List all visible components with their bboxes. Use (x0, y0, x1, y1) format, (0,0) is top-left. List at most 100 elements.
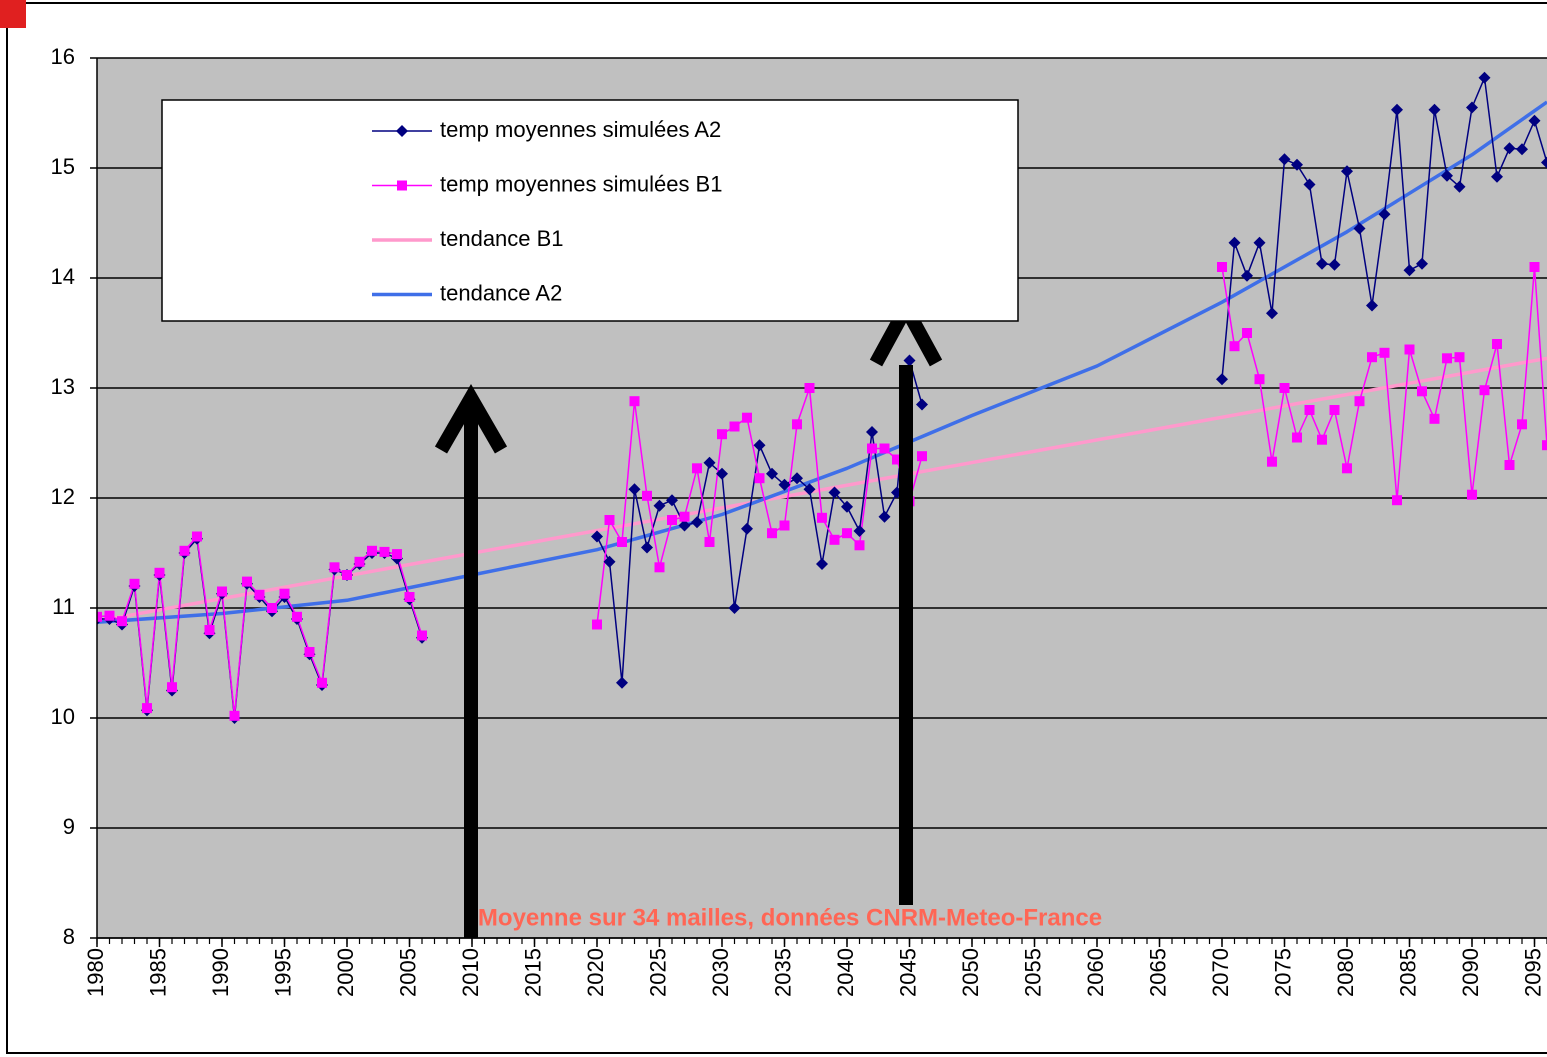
marker (267, 603, 277, 613)
marker (916, 398, 928, 411)
marker (304, 647, 315, 657)
x-tick-label: 2005 (395, 948, 420, 997)
marker (692, 463, 702, 474)
marker (1404, 344, 1415, 355)
marker (1529, 262, 1540, 272)
x-tick-label: 2055 (1020, 948, 1045, 997)
marker (279, 588, 290, 599)
marker (1378, 208, 1391, 221)
marker (117, 616, 127, 627)
marker (1229, 341, 1240, 352)
marker (704, 537, 715, 547)
marker (654, 562, 665, 573)
marker (604, 515, 615, 525)
x-tick-label: 2015 (520, 948, 545, 997)
corner-mark (0, 0, 26, 28)
marker (753, 439, 766, 452)
x-tick-label: 2025 (645, 948, 670, 997)
y-tick-label: 9 (63, 814, 75, 839)
marker (653, 499, 666, 512)
marker (616, 676, 628, 689)
marker (1253, 236, 1266, 249)
marker (167, 682, 177, 693)
marker (404, 592, 415, 602)
legend-label: temp moyennes simulées A2 (440, 117, 721, 142)
marker (1467, 489, 1477, 500)
x-tick-label: 1980 (83, 948, 108, 997)
marker (1466, 101, 1478, 114)
marker (792, 419, 802, 430)
marker (867, 443, 877, 454)
marker (179, 545, 190, 556)
marker (642, 490, 652, 501)
x-tick-label: 2080 (1333, 948, 1358, 997)
marker (703, 456, 716, 469)
marker (817, 512, 827, 523)
marker (1478, 71, 1491, 84)
marker (104, 610, 115, 621)
marker (778, 478, 791, 491)
marker (667, 515, 677, 525)
marker (329, 562, 340, 573)
marker (396, 125, 408, 137)
x-tick-label: 2050 (958, 948, 983, 997)
marker (1429, 413, 1440, 424)
marker (729, 421, 740, 432)
marker (1304, 405, 1315, 415)
marker (666, 494, 678, 507)
marker (1317, 434, 1327, 445)
marker (679, 511, 690, 522)
x-tick-label: 2085 (1395, 948, 1420, 997)
marker (803, 483, 816, 496)
marker (1542, 440, 1547, 451)
marker (1278, 153, 1291, 166)
marker (192, 531, 202, 542)
marker (854, 540, 865, 551)
marker (97, 611, 102, 622)
marker (1541, 156, 1547, 169)
marker (1266, 307, 1278, 320)
x-tick-label: 2095 (1520, 948, 1545, 997)
marker (1254, 374, 1265, 385)
marker (1267, 456, 1277, 467)
marker (791, 472, 803, 485)
marker (779, 520, 790, 531)
marker (816, 558, 828, 570)
x-tick-label: 2000 (333, 948, 358, 997)
x-tick-label: 1995 (270, 948, 295, 997)
marker (354, 556, 365, 567)
y-tick-label: 13 (51, 374, 75, 399)
annotation: Moyenne sur 34 mailles, données CNRM-Met… (478, 904, 1102, 931)
marker (1416, 257, 1428, 270)
marker (397, 180, 407, 191)
marker (853, 525, 866, 537)
marker (229, 710, 240, 721)
marker (1504, 460, 1515, 470)
marker (767, 528, 777, 539)
y-tick-label: 12 (51, 484, 75, 509)
marker (742, 412, 752, 423)
marker (603, 555, 616, 568)
marker (1491, 170, 1503, 183)
marker (829, 534, 840, 545)
marker (1503, 142, 1516, 155)
marker (392, 549, 402, 560)
marker (1354, 396, 1365, 407)
marker (1328, 258, 1341, 271)
marker (828, 486, 841, 499)
marker (342, 570, 352, 580)
marker (728, 602, 741, 614)
marker (1216, 373, 1228, 386)
x-tick-label: 2010 (458, 948, 483, 997)
marker (1291, 158, 1303, 171)
marker (917, 451, 927, 462)
marker (1279, 383, 1290, 393)
marker (691, 516, 703, 529)
y-tick-label: 15 (51, 154, 75, 179)
marker (766, 467, 778, 480)
marker (1417, 386, 1427, 397)
marker (741, 522, 753, 535)
x-tick-label: 2020 (583, 948, 608, 997)
marker (1479, 385, 1490, 396)
marker (1242, 328, 1252, 338)
